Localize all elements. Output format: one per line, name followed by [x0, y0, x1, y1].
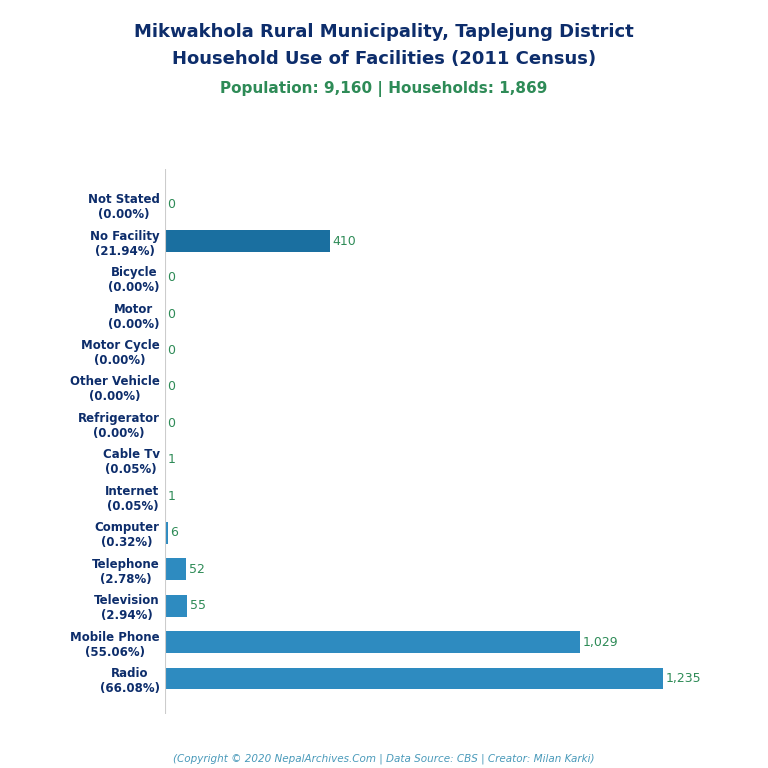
Text: 1,235: 1,235 — [666, 672, 701, 685]
Text: 0: 0 — [167, 344, 176, 357]
Text: 55: 55 — [190, 599, 206, 612]
Bar — [165, 230, 330, 252]
Text: 1: 1 — [168, 453, 176, 466]
Bar — [165, 558, 186, 580]
Bar — [165, 521, 167, 544]
Text: 0: 0 — [167, 380, 176, 393]
Text: 0: 0 — [167, 271, 176, 284]
Text: Population: 9,160 | Households: 1,869: Population: 9,160 | Households: 1,869 — [220, 81, 548, 97]
Text: 410: 410 — [333, 235, 356, 247]
Text: 1,029: 1,029 — [582, 636, 618, 648]
Text: 0: 0 — [167, 307, 176, 320]
Text: Mikwakhola Rural Municipality, Taplejung District: Mikwakhola Rural Municipality, Taplejung… — [134, 23, 634, 41]
Bar — [165, 667, 663, 690]
Text: (Copyright © 2020 NepalArchives.Com | Data Source: CBS | Creator: Milan Karki): (Copyright © 2020 NepalArchives.Com | Da… — [174, 753, 594, 764]
Text: 52: 52 — [188, 563, 204, 576]
Bar — [165, 631, 580, 653]
Bar — [165, 594, 187, 617]
Text: 0: 0 — [167, 198, 176, 211]
Text: 6: 6 — [170, 526, 178, 539]
Text: 0: 0 — [167, 417, 176, 430]
Text: 1: 1 — [168, 490, 176, 503]
Text: Household Use of Facilities (2011 Census): Household Use of Facilities (2011 Census… — [172, 50, 596, 68]
